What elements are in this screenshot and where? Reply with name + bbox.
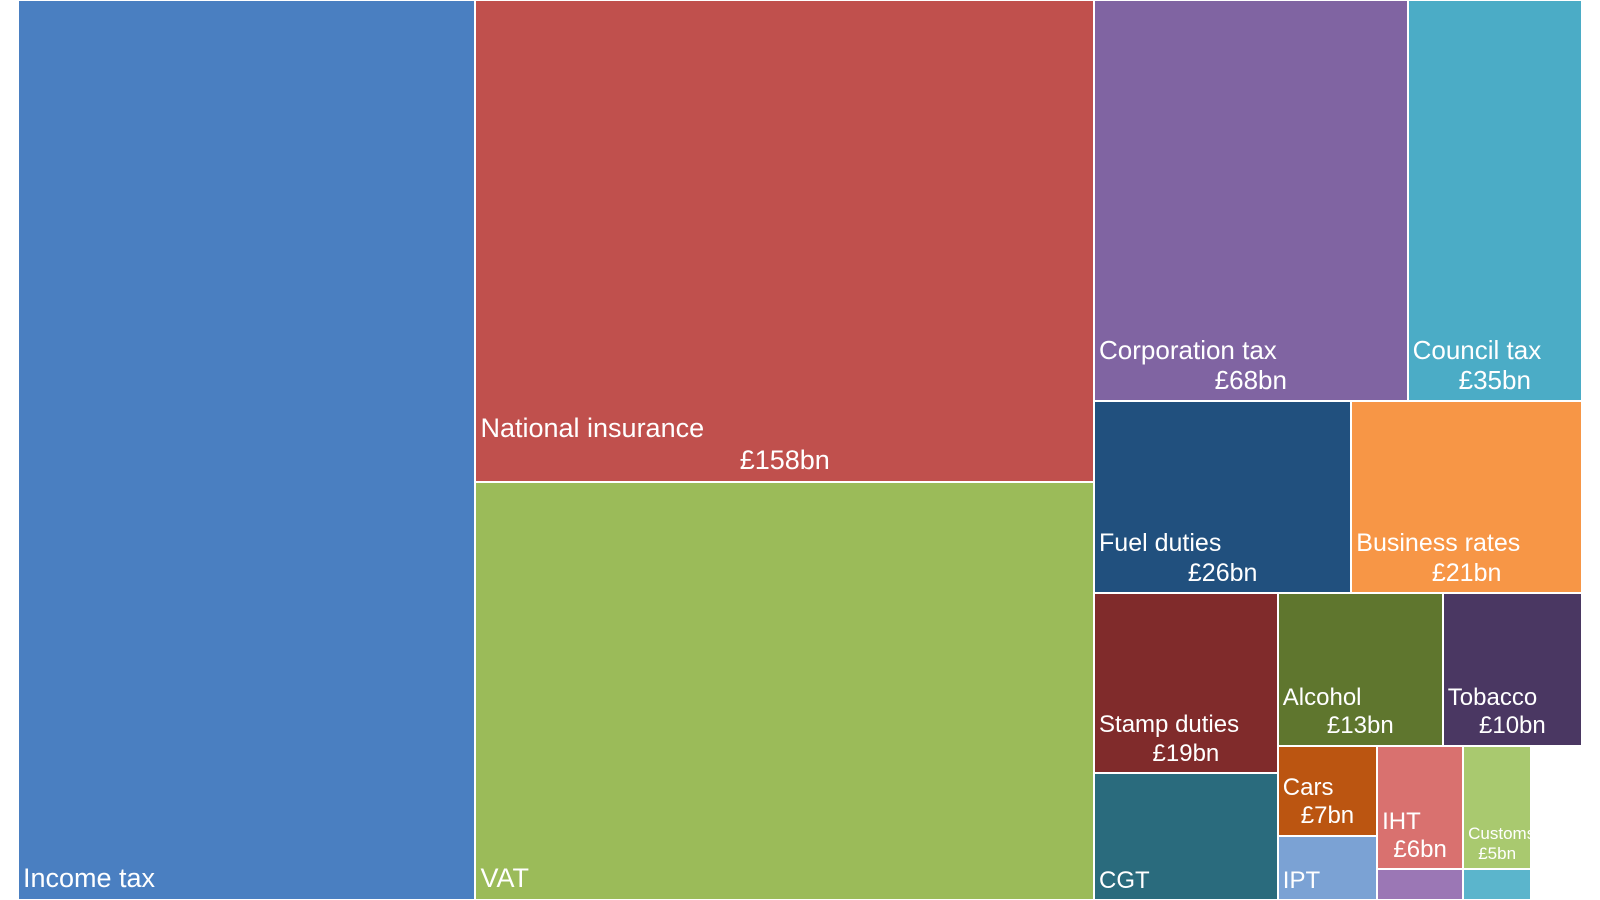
treemap-tile-15[interactable] <box>1377 869 1464 900</box>
tile-value: £13bn <box>1326 712 1394 740</box>
tile-value: £7bn <box>1300 802 1355 830</box>
treemap-tile-vat[interactable]: VAT <box>475 481 1095 900</box>
tile-value: £158bn <box>739 444 830 475</box>
treemap-tile-corporation-tax[interactable]: Corporation tax £68bn <box>1094 0 1408 401</box>
treemap-tile-business-rates[interactable]: Business rates £21bn <box>1351 400 1582 594</box>
tile-value: £68bn <box>1214 365 1287 396</box>
treemap-tile-cars[interactable]: Cars £7bn <box>1277 745 1378 836</box>
tile-label: National insurance <box>480 412 705 443</box>
tile-label: Cars <box>1282 774 1334 802</box>
treemap-tile-income-tax[interactable]: Income tax <box>18 0 476 900</box>
treemap-tile-customs-duties[interactable]: Customs duties£5bn <box>1463 745 1532 870</box>
tile-label: Customs duties <box>1468 824 1532 844</box>
tile-label: Alcohol <box>1282 684 1362 712</box>
tile-label: CGT <box>1099 866 1150 894</box>
treemap-tile-stamp-duties[interactable]: Stamp duties £19bn <box>1094 593 1278 774</box>
tile-value: £10bn <box>1479 712 1546 740</box>
tile-value: £6bn <box>1393 836 1447 864</box>
treemap-plot-area: Income tax National insurance £158bn VAT Cor… <box>18 0 1582 900</box>
tile-value: £21bn <box>1431 558 1502 587</box>
treemap-tile-ipt[interactable]: IPT <box>1277 835 1378 900</box>
tile-value: £35bn <box>1458 365 1531 396</box>
tile-label: Fuel duties <box>1099 529 1222 558</box>
tile-label: Business rates <box>1356 529 1521 558</box>
tile-label: IPT <box>1282 866 1321 894</box>
tile-label: IHT <box>1382 807 1421 835</box>
treemap-tile-cgt[interactable]: CGT <box>1094 773 1278 900</box>
tile-value: £5bn <box>1478 844 1517 864</box>
tile-label: Tobacco <box>1447 684 1538 712</box>
treemap-tile-16[interactable] <box>1463 869 1532 900</box>
treemap-tile-fuel-duties[interactable]: Fuel duties £26bn <box>1094 400 1352 594</box>
tile-value: £19bn <box>1152 739 1220 767</box>
tile-label: Income tax <box>23 863 156 894</box>
tile-label: Stamp duties <box>1099 711 1240 739</box>
treemap-tile-council-tax[interactable]: Council tax £35bn <box>1407 0 1582 401</box>
treemap-tile-iht[interactable]: IHT £6bn <box>1377 745 1464 870</box>
treemap-tile-alcohol[interactable]: Alcohol £13bn <box>1277 593 1443 746</box>
tile-label: Council tax <box>1412 334 1542 365</box>
tile-value: £26bn <box>1187 558 1258 587</box>
tile-label: VAT <box>480 863 529 894</box>
treemap-tile-national-insurance[interactable]: National insurance £158bn <box>475 0 1095 482</box>
treemap-tile-tobacco[interactable]: Tobacco £10bn <box>1442 593 1582 746</box>
tile-label: Corporation tax <box>1099 334 1277 365</box>
